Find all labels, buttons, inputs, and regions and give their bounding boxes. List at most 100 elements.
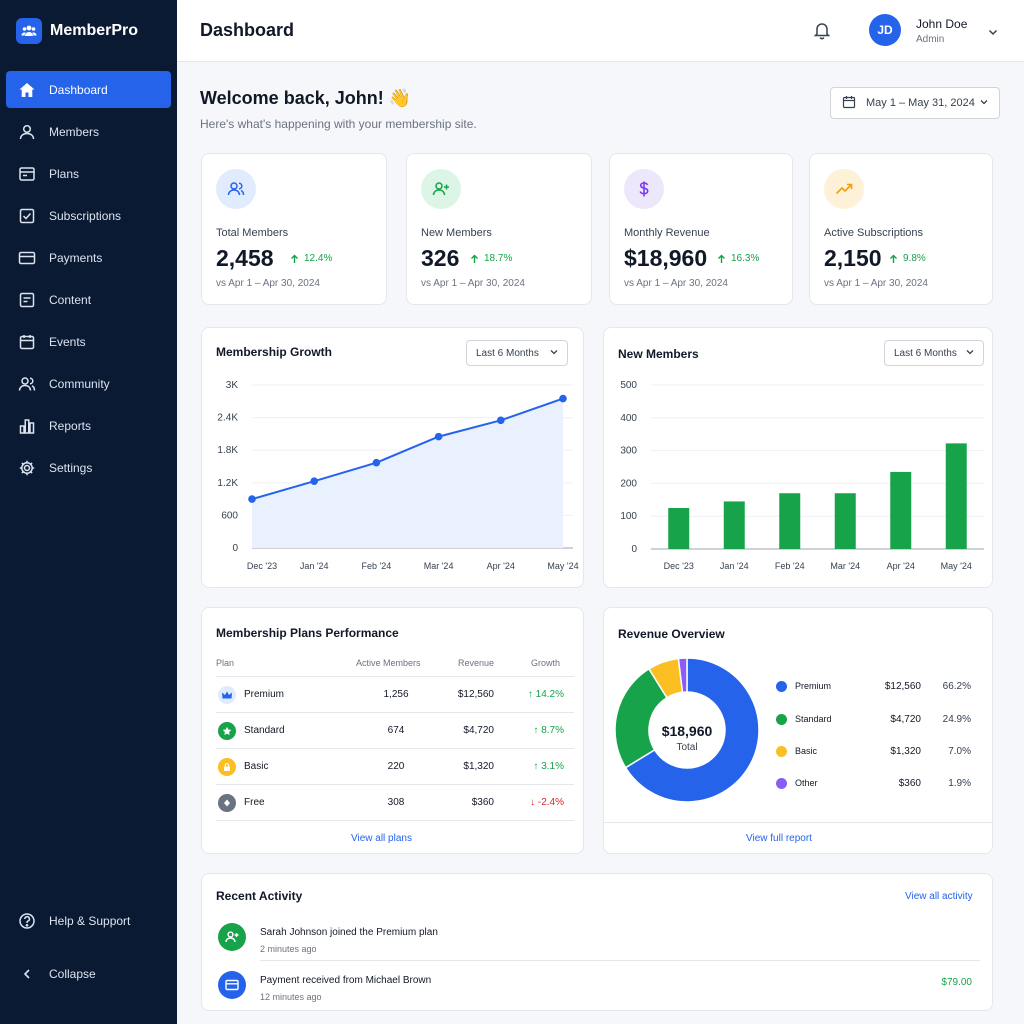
plan-members: 308 [387, 797, 405, 808]
growth-period-select[interactable]: Last 6 Months [466, 340, 568, 366]
legend-amount: $360 [898, 778, 921, 789]
plans-performance-card: Membership Plans Performance Plan Active… [201, 607, 584, 854]
chevron-down-icon [965, 347, 975, 360]
view-all-plans-link[interactable]: View all plans [351, 833, 412, 844]
chevron-down-icon[interactable] [987, 25, 999, 43]
legend-percent: 7.0% [948, 746, 971, 757]
legend-percent: 24.9% [942, 714, 971, 725]
collapse-button[interactable]: Collapse [6, 955, 171, 992]
stat-change-value: 9.8% [903, 253, 926, 264]
crown-icon [218, 686, 236, 704]
card-title: Membership Plans Performance [216, 626, 399, 640]
card-title: New Members [618, 347, 699, 361]
x-tick-label: Jan '24 [300, 561, 329, 571]
stat-compare: vs Apr 1 – Apr 30, 2024 [421, 278, 525, 289]
plan-growth: ↑ 14.2% [511, 689, 564, 700]
view-all-activity-link[interactable]: View all activity [905, 891, 973, 902]
x-tick-label: Dec '23 [247, 561, 277, 571]
y-tick-label: 0 [631, 544, 637, 555]
y-tick-label: 100 [620, 511, 637, 522]
stat-card-active-subscriptions[interactable]: Active Subscriptions 2,150 9.8% vs Apr 1… [809, 153, 993, 305]
plan-growth: ↑ 8.7% [511, 725, 564, 736]
page-title: Dashboard [200, 20, 295, 40]
user-name[interactable]: John Doe [916, 17, 968, 31]
credit-card-icon [17, 248, 37, 268]
sidebar-item-content[interactable]: Content [6, 281, 171, 318]
view-full-report-link[interactable]: View full report [746, 833, 812, 844]
sidebar-footer: Help & Support Collapse [0, 902, 177, 1008]
arrow-down-icon: ↓ [530, 797, 538, 808]
sidebar-item-settings[interactable]: Settings [6, 449, 171, 486]
sidebar-item-subscriptions[interactable]: Subscriptions [6, 197, 171, 234]
sidebar-item-events[interactable]: Events [6, 323, 171, 360]
user-plus-icon [218, 923, 246, 951]
user-icon [17, 122, 37, 142]
activity-text: Payment received from Michael Brown [260, 975, 432, 986]
activity-time: 12 minutes ago [260, 992, 322, 1002]
legend-item: Other $360 1.9% [776, 776, 976, 792]
bell-icon[interactable] [812, 20, 832, 45]
plan-growth: ↑ 3.1% [511, 761, 564, 772]
sidebar-item-label: Settings [49, 460, 93, 475]
activity-item[interactable]: Sarah Johnson joined the Premium plan 2 … [216, 921, 980, 969]
stat-change: 12.4% [290, 253, 332, 264]
stat-change-value: 16.3% [731, 253, 760, 264]
data-point [434, 432, 443, 441]
stat-card-total-members[interactable]: Total Members 2,458 12.4% vs Apr 1 – Apr… [201, 153, 387, 305]
stat-card-new-members[interactable]: New Members 326 18.7% vs Apr 1 – Apr 30,… [406, 153, 592, 305]
stat-value: $18,960 [624, 245, 708, 271]
stat-value: 2,150 [824, 245, 882, 271]
legend-name: Standard [795, 714, 832, 724]
legend-item: Basic $1,320 7.0% [776, 744, 976, 760]
sidebar-item-members[interactable]: Members [6, 113, 171, 150]
sidebar-item-label: Dashboard [49, 82, 108, 97]
date-range-picker[interactable]: May 1 – May 31, 2024 [830, 87, 1000, 119]
arrow-up-icon [471, 254, 478, 263]
divider [216, 820, 574, 821]
sidebar-item-payments[interactable]: Payments [6, 239, 171, 276]
help-circle-icon [17, 911, 37, 931]
legend-amount: $12,560 [884, 681, 921, 692]
table-row[interactable]: Standard 674 $4,720 ↑ 8.7% [216, 712, 574, 748]
arrow-up-icon [890, 254, 897, 263]
plan-revenue: $1,320 [463, 761, 494, 772]
y-tick-label: 1.2K [217, 478, 238, 489]
activity-item[interactable]: Payment received from Michael Brown 12 m… [216, 969, 980, 1017]
bar-chart-icon [17, 416, 37, 436]
avatar[interactable]: JD [869, 14, 901, 46]
plan-growth-value: 8.7% [541, 725, 564, 736]
legend-dot [776, 778, 787, 789]
brand-logo-icon [16, 18, 42, 44]
y-tick-label: 1.8K [217, 445, 238, 456]
user-plus-icon [421, 169, 461, 209]
plan-name: Premium [244, 689, 285, 700]
sidebar-item-community[interactable]: Community [6, 365, 171, 402]
plan-growth-value: -2.4% [537, 797, 564, 808]
arrow-up-icon: ↑ [533, 725, 542, 736]
sidebar-item-plans[interactable]: Plans [6, 155, 171, 192]
y-tick-label: 600 [221, 510, 238, 521]
table-row[interactable]: Basic 220 $1,320 ↑ 3.1% [216, 748, 574, 784]
sidebar-item-reports[interactable]: Reports [6, 407, 171, 444]
x-tick-label: Feb '24 [362, 561, 392, 571]
donut-center-value: $18,960 [661, 723, 713, 739]
new-members-period-select[interactable]: Last 6 Months [884, 340, 984, 366]
document-icon [17, 290, 37, 310]
welcome-subtitle: Here's what's happening with your member… [200, 117, 477, 131]
bar [890, 471, 912, 549]
chevron-down-icon [979, 97, 989, 110]
stat-card-monthly-revenue[interactable]: Monthly Revenue $18,960 16.3% vs Apr 1 –… [609, 153, 793, 305]
y-tick-label: 2.4K [217, 413, 238, 424]
donut-center-label: Total [676, 742, 698, 753]
plan-members: 220 [387, 761, 405, 772]
bar [668, 508, 690, 549]
revenue-donut-chart [614, 657, 760, 803]
table-row[interactable]: Premium 1,256 $12,560 ↑ 14.2% [216, 676, 574, 712]
legend-dot [776, 714, 787, 725]
new-members-chart: 500 400 300 200 100 0 Dec '23 Jan '24 Feb '24 Mar… [620, 380, 984, 571]
brand[interactable]: MemberPro [0, 0, 177, 62]
help-support-link[interactable]: Help & Support [6, 902, 171, 939]
table-row[interactable]: Free 308 $360 ↓ -2.4% [216, 784, 574, 820]
sidebar-item-dashboard[interactable]: Dashboard [6, 71, 171, 108]
bar [834, 493, 856, 549]
